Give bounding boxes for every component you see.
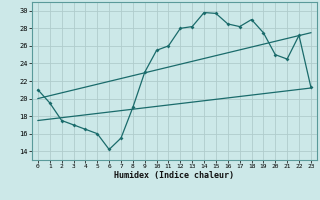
X-axis label: Humidex (Indice chaleur): Humidex (Indice chaleur): [115, 171, 234, 180]
